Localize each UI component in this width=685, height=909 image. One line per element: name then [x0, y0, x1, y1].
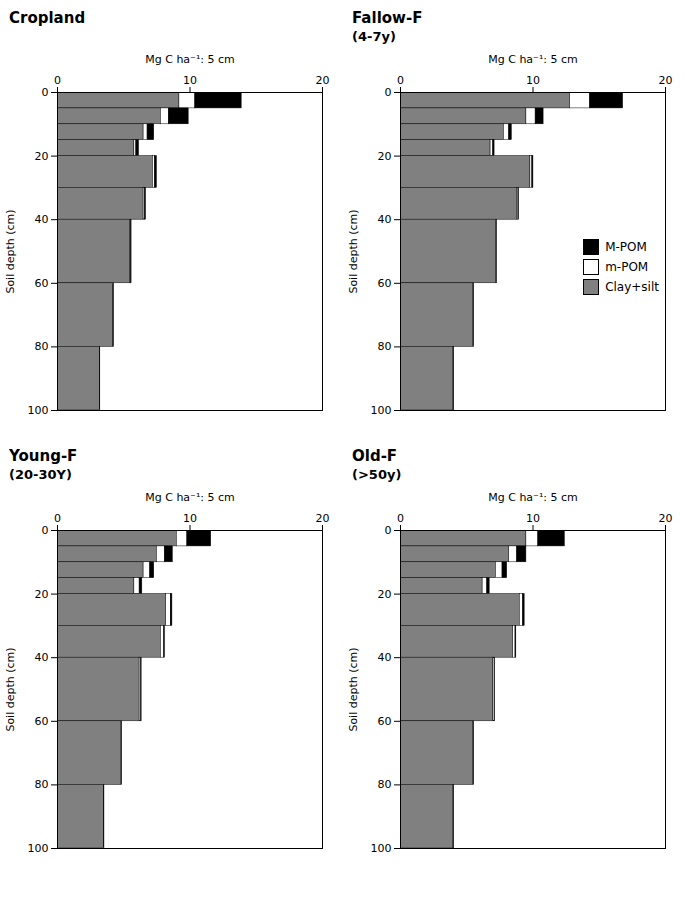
svg-text:100: 100: [371, 842, 392, 855]
svg-text:20: 20: [378, 150, 392, 163]
svg-text:60: 60: [35, 277, 49, 290]
svg-text:0: 0: [385, 524, 392, 537]
svg-text:80: 80: [35, 340, 49, 353]
html-text:Cropland: Cropland: [9, 9, 86, 27]
svg-text:20: 20: [35, 150, 49, 163]
svg-text:0: 0: [54, 74, 61, 87]
svg-text:60: 60: [378, 715, 392, 728]
svg-text:Mg C ha⁻¹: 5 cm: Mg C ha⁻¹: 5 cm: [145, 53, 235, 66]
svg-text:60: 60: [35, 715, 49, 728]
svg-text:0: 0: [42, 86, 49, 99]
svg-text:10: 10: [526, 512, 540, 525]
svg-text:Mg C ha⁻¹: 5 cm: Mg C ha⁻¹: 5 cm: [145, 491, 235, 504]
svg-text:Mg C ha⁻¹: 5 cm: Mg C ha⁻¹: 5 cm: [488, 491, 578, 504]
svg-text:0: 0: [397, 512, 404, 525]
svg-text:80: 80: [35, 778, 49, 791]
svg-text:20: 20: [659, 512, 673, 525]
svg-text:20: 20: [35, 588, 49, 601]
html-text:(>50y): (>50y): [352, 467, 402, 482]
svg-text:100: 100: [371, 404, 392, 417]
svg-text:0: 0: [54, 512, 61, 525]
svg-text:60: 60: [378, 277, 392, 290]
svg-text:20: 20: [659, 74, 673, 87]
svg-text:0: 0: [385, 86, 392, 99]
svg-text:Mg C ha⁻¹: 5 cm: Mg C ha⁻¹: 5 cm: [488, 53, 578, 66]
html-text:Fallow-F: Fallow-F: [352, 9, 423, 27]
svg-text:20: 20: [316, 512, 330, 525]
svg-text:40: 40: [378, 651, 392, 664]
svg-text:20: 20: [378, 588, 392, 601]
html-text:(4-7y): (4-7y): [352, 29, 396, 44]
svg-text:10: 10: [183, 74, 197, 87]
svg-text:Soil depth (cm): Soil depth (cm): [347, 647, 360, 731]
svg-text:0: 0: [42, 524, 49, 537]
svg-text:100: 100: [28, 842, 49, 855]
svg-text:100: 100: [28, 404, 49, 417]
html-text:Clay+silt: Clay+silt: [605, 280, 659, 294]
svg-text:40: 40: [35, 213, 49, 226]
svg-text:Soil depth (cm): Soil depth (cm): [347, 209, 360, 293]
html-text:m-POM: m-POM: [605, 260, 649, 274]
svg-text:40: 40: [35, 651, 49, 664]
svg-text:Soil depth (cm): Soil depth (cm): [4, 209, 17, 293]
svg-text:40: 40: [378, 213, 392, 226]
svg-text:0: 0: [397, 74, 404, 87]
svg-text:10: 10: [526, 74, 540, 87]
svg-text:Soil depth (cm): Soil depth (cm): [4, 647, 17, 731]
svg-text:80: 80: [378, 778, 392, 791]
html-text:(20-30Y): (20-30Y): [9, 467, 72, 482]
html-text:Old-F: Old-F: [352, 447, 398, 465]
svg-text:10: 10: [183, 512, 197, 525]
svg-text:80: 80: [378, 340, 392, 353]
html-text:Young-F: Young-F: [9, 447, 78, 465]
html-text:M-POM: M-POM: [605, 240, 647, 254]
svg-text:20: 20: [316, 74, 330, 87]
